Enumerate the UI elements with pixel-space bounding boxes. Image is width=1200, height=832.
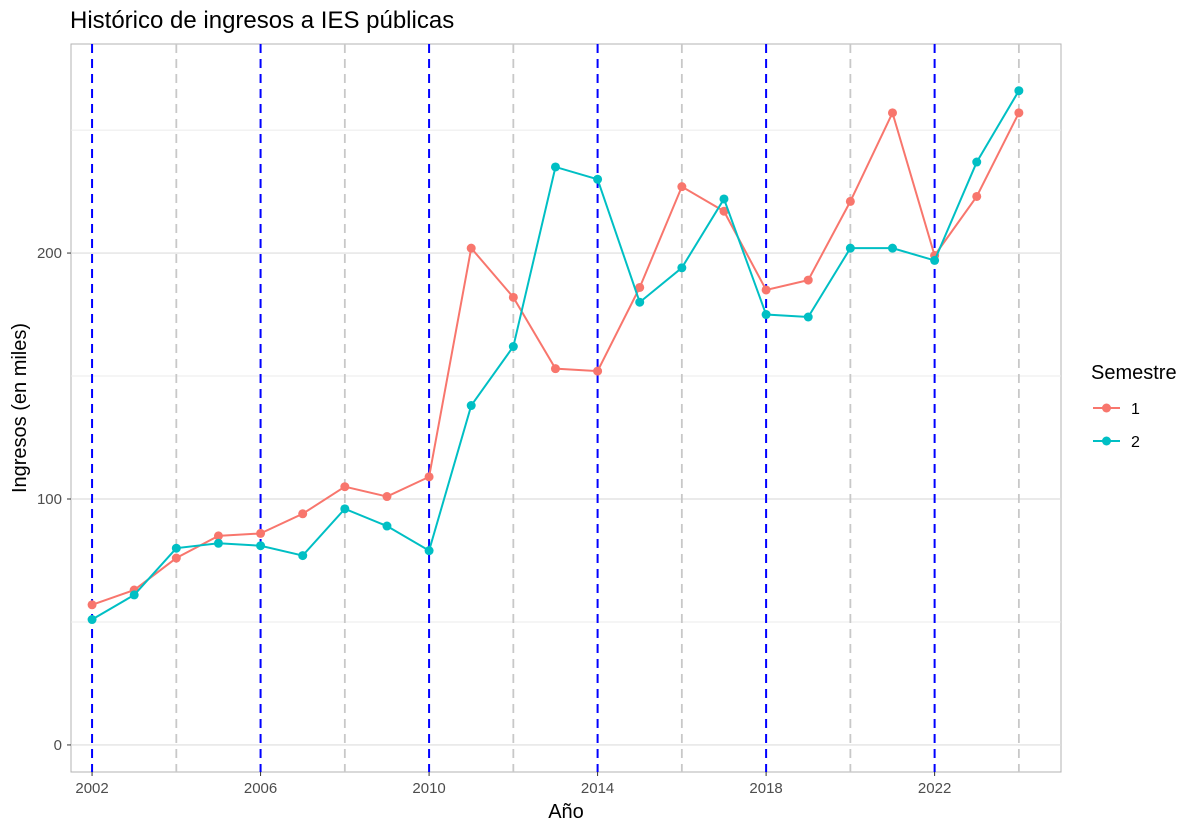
data-point (972, 157, 982, 167)
data-point (87, 615, 97, 625)
data-point (340, 504, 350, 514)
x-tick-label: 2022 (918, 780, 951, 797)
legend: Semestre 1 2 (1091, 362, 1177, 451)
data-point (424, 472, 434, 482)
data-point (972, 191, 982, 201)
data-point (466, 243, 476, 253)
data-point (382, 492, 392, 502)
y-tick-label: 0 (54, 737, 62, 754)
data-point (845, 243, 855, 253)
legend-item-2: 2 (1093, 434, 1140, 451)
data-point (171, 553, 181, 563)
legend-key-point (1102, 436, 1111, 446)
series-1 (87, 108, 1024, 610)
reference-lines (91, 44, 1020, 772)
x-tick-label: 2006 (244, 780, 277, 797)
legend-title: Semestre (1091, 362, 1177, 384)
data-point (213, 531, 223, 541)
data-point (1014, 108, 1024, 118)
data-point (508, 342, 518, 352)
data-point (593, 366, 603, 376)
data-point (129, 590, 139, 600)
data-point (677, 182, 687, 192)
x-axis: 2002 2006 2010 2014 2018 2022 (75, 772, 951, 797)
plot-panel (70, 43, 1062, 773)
legend-label: 2 (1131, 434, 1140, 451)
data-point (298, 509, 308, 519)
data-point (930, 255, 940, 265)
data-point (635, 297, 645, 307)
data-point (803, 312, 813, 322)
data-point (635, 282, 645, 292)
data-point (87, 600, 97, 610)
data-point (1014, 86, 1024, 96)
x-tick-label: 2002 (75, 780, 108, 797)
data-point (256, 541, 266, 551)
data-point (719, 206, 729, 216)
data-point (761, 310, 771, 320)
data-point (550, 162, 560, 172)
legend-item-1: 1 (1093, 401, 1140, 418)
x-tick-label: 2018 (749, 780, 782, 797)
x-tick-label: 2014 (581, 780, 614, 797)
data-point (466, 401, 476, 411)
data-point (803, 275, 813, 285)
data-point (677, 263, 687, 273)
data-point (887, 243, 897, 253)
data-point (761, 285, 771, 295)
data-point (508, 292, 518, 302)
series-2 (87, 86, 1024, 625)
data-point (171, 543, 181, 553)
x-axis-title: Año (548, 801, 584, 823)
gridlines (71, 129, 1061, 746)
data-point (424, 546, 434, 556)
data-point (340, 482, 350, 492)
y-axis-title: Ingresos (en miles) (9, 323, 31, 493)
data-point (382, 521, 392, 531)
legend-label: 1 (1131, 401, 1140, 418)
y-tick-label: 100 (37, 491, 62, 508)
data-point (298, 551, 308, 561)
data-point (593, 174, 603, 184)
y-tick-label: 200 (37, 245, 62, 262)
x-tick-label: 2010 (412, 780, 445, 797)
legend-key-point (1102, 403, 1111, 413)
data-point (256, 528, 266, 538)
chart-title: Histórico de ingresos a IES públicas (70, 7, 454, 34)
data-point (845, 196, 855, 206)
y-axis: 0 100 200 (37, 245, 71, 754)
data-point (550, 364, 560, 374)
data-point (719, 194, 729, 204)
data-point (213, 538, 223, 548)
series-layer (87, 86, 1024, 625)
data-point (887, 108, 897, 118)
